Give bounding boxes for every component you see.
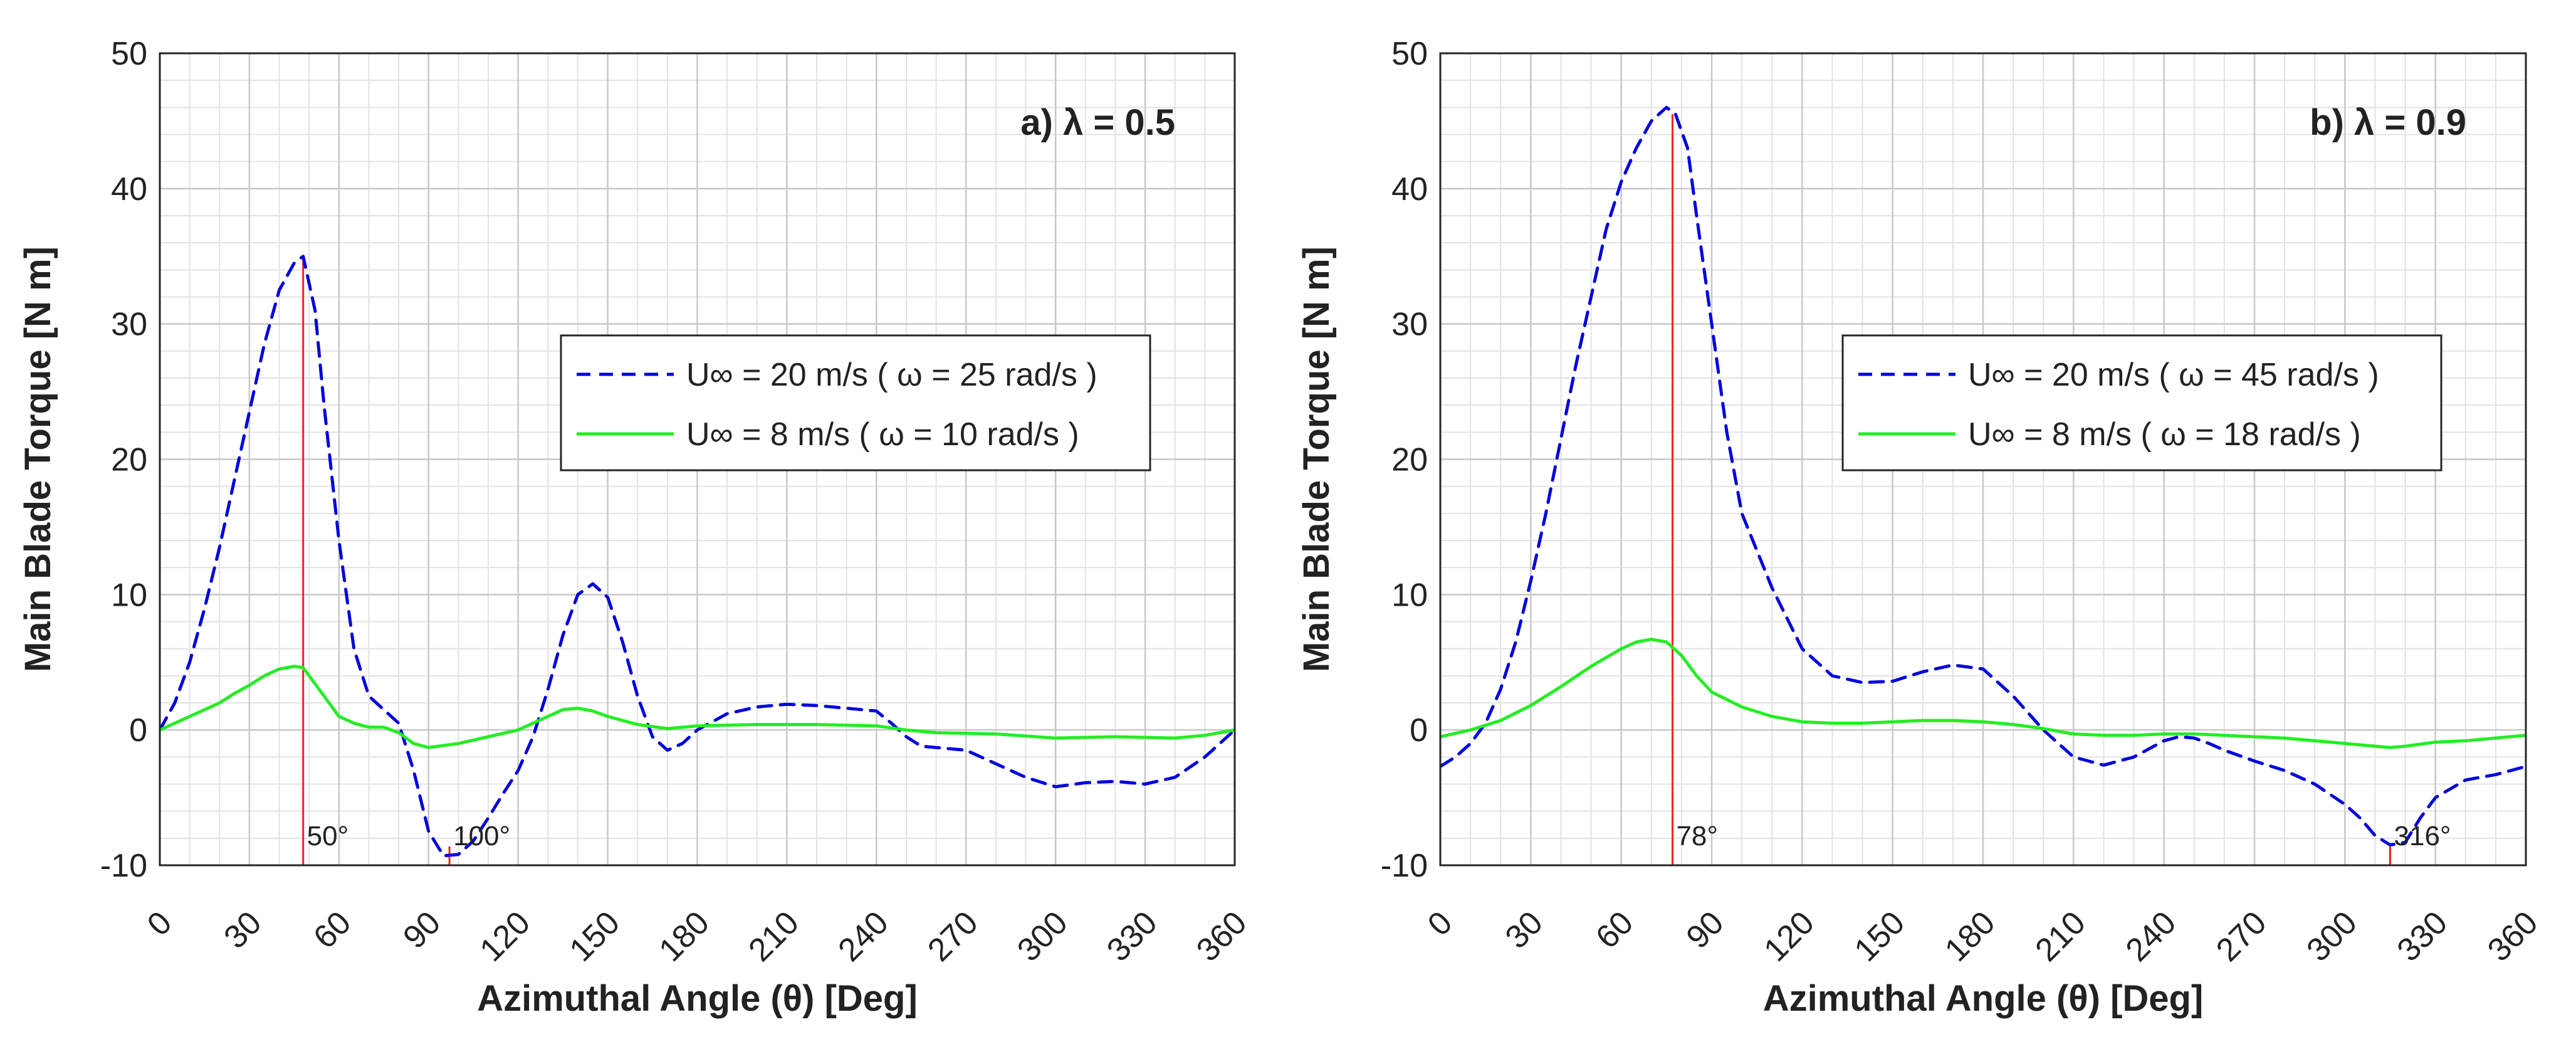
x-tick-label: 120 (1757, 904, 1821, 968)
legend-entry: U∞ = 20 m/s ( ω = 25 rad/s ) (686, 357, 1097, 393)
panel-title: a) λ = 0.5 (1020, 102, 1175, 143)
legend-box (560, 334, 1151, 472)
legend-box (1841, 334, 2442, 472)
annotation-label: 78° (1676, 821, 1718, 851)
series-line-low-speed (1440, 638, 2526, 749)
x-tick-label: 360 (2481, 904, 2545, 968)
x-tick-label: 150 (1848, 904, 1912, 968)
y-tick-label: 30 (111, 307, 147, 343)
chart-panel-b: 78° 316° -10 0 10 20 30 40 50 0 30 60 90 120 150 180 210… (1296, 36, 2545, 1019)
legend-entry: U∞ = 8 m/s ( ω = 18 rad/s ) (1968, 416, 2361, 453)
x-axis-label: Azimuthal Angle (θ) [Deg] (477, 978, 918, 1019)
y-tick-label: 20 (111, 442, 147, 478)
x-tick-label: 330 (2390, 904, 2454, 968)
x-tick-label: 90 (1680, 904, 1731, 956)
y-tick-label: 10 (111, 577, 147, 613)
x-tick-label: 180 (652, 904, 716, 968)
y-tick-label: 0 (1410, 712, 1428, 749)
series-group (160, 255, 1235, 865)
x-tick-label: 120 (473, 904, 537, 968)
x-tick-label: 210 (742, 904, 806, 968)
x-tick-label: 90 (396, 904, 448, 956)
series-line-high-speed (160, 255, 1235, 858)
chart-panel-a: 50° 100° -10 0 10 20 30 40 50 0 30 60 90 120 150 180 210… (18, 36, 1254, 1019)
y-tick-label: 50 (111, 36, 147, 72)
y-axis-label: Main Blade Torque [N m] (1296, 246, 1337, 672)
y-tick-label: 40 (111, 171, 147, 208)
y-tick-label: 20 (1391, 442, 1428, 478)
x-tick-label: 30 (1499, 904, 1550, 956)
annotation-label: 50° (307, 821, 349, 851)
series-line-high-speed (1440, 105, 2526, 847)
y-tick-label: 30 (1391, 307, 1428, 343)
x-tick-label: 270 (2209, 904, 2273, 968)
y-tick-label: 10 (1391, 577, 1428, 613)
panel-title: b) λ = 0.9 (2310, 102, 2466, 143)
y-tick-label: 0 (129, 712, 147, 749)
y-tick-label: 50 (1391, 36, 1428, 72)
legend-entry: U∞ = 20 m/s ( ω = 45 rad/s ) (1968, 357, 2379, 393)
x-tick-label: 30 (217, 904, 268, 956)
y-axis-label: Main Blade Torque [N m] (18, 246, 58, 672)
x-axis-label: Azimuthal Angle (θ) [Deg] (1763, 978, 2204, 1019)
legend-entry: U∞ = 8 m/s ( ω = 10 rad/s ) (686, 416, 1079, 453)
series-line-low-speed (160, 665, 1235, 749)
x-tick-label: 240 (2119, 904, 2183, 968)
y-tick-label: 40 (1391, 171, 1428, 208)
x-tick-label: 300 (1010, 904, 1074, 968)
x-tick-label: 60 (1589, 904, 1640, 956)
legend: U∞ = 20 m/s ( ω = 45 rad/s ) U∞ = 8 m/s (… (1841, 334, 2442, 472)
x-tick-label: 60 (306, 904, 358, 956)
y-tick-label: -10 (100, 848, 147, 884)
x-tick-label: 330 (1100, 904, 1164, 968)
x-tick-label: 150 (563, 904, 627, 968)
x-tick-label: 270 (921, 904, 985, 968)
legend: U∞ = 20 m/s ( ω = 25 rad/s ) U∞ = 8 m/s (… (560, 334, 1151, 472)
axes-box (1439, 52, 2527, 867)
x-tick-label: 180 (1938, 904, 2002, 968)
x-tick-label: 210 (2028, 904, 2092, 968)
x-tick-label: 0 (1421, 904, 1459, 942)
series-group (1440, 105, 2526, 865)
annotation-label: 100° (453, 821, 510, 851)
x-tick-label: 300 (2300, 904, 2364, 968)
y-tick-label: -10 (1381, 848, 1428, 884)
x-tick-label: 0 (140, 904, 179, 942)
x-tick-label: 240 (831, 904, 895, 968)
axes-box (159, 52, 1236, 867)
annotation-label: 316° (2394, 821, 2451, 851)
x-tick-label: 360 (1190, 904, 1254, 968)
